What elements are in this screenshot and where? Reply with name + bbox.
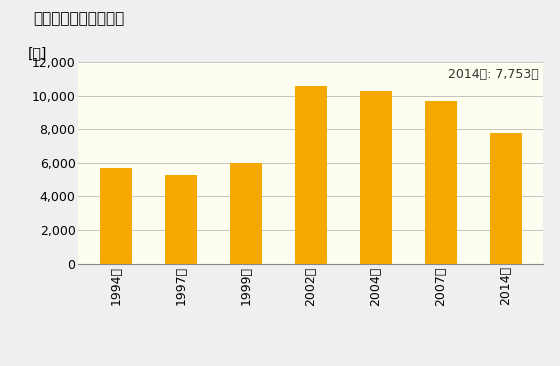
Bar <box>230 163 262 264</box>
Bar <box>360 91 392 264</box>
Bar <box>424 101 457 264</box>
Bar <box>295 86 327 264</box>
Text: [人]: [人] <box>27 46 46 60</box>
Text: 商業の従業者数の推移: 商業の従業者数の推移 <box>34 11 125 26</box>
Bar <box>489 134 522 264</box>
Bar <box>100 168 132 264</box>
Text: 2014年: 7,753人: 2014年: 7,753人 <box>448 68 539 81</box>
Bar <box>165 175 197 264</box>
